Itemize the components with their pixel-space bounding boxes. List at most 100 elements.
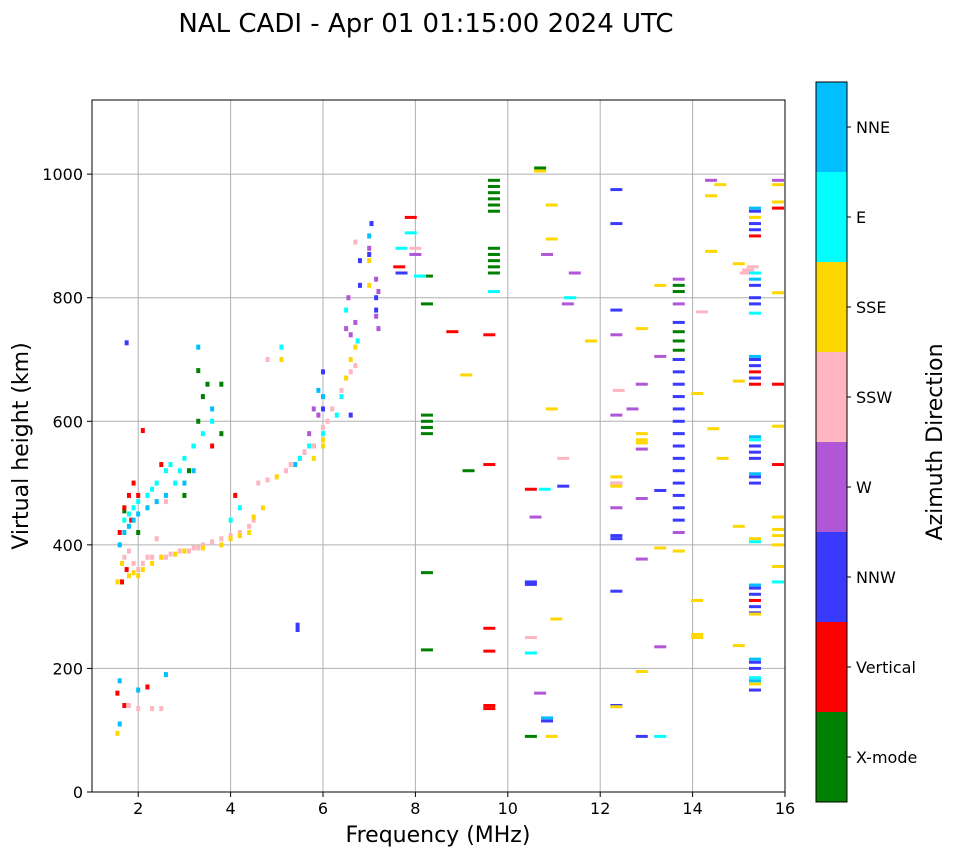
echo-point-nnw	[672, 506, 685, 510]
y-tick-label: 800	[52, 289, 83, 308]
echo-point-nne	[136, 511, 141, 517]
echo-point-sse	[200, 545, 205, 551]
echo-point-e	[163, 468, 168, 474]
echo-point-ssw	[210, 539, 215, 545]
echo-point-vertical	[483, 626, 496, 630]
echo-point-ssw	[237, 530, 242, 535]
echo-point-sse	[772, 424, 785, 428]
echo-point-ssw	[122, 554, 127, 560]
echo-point-e	[748, 311, 761, 315]
echo-point-ssw	[612, 388, 625, 392]
echo-point-nnw	[367, 251, 372, 257]
echo-point-nnw	[672, 370, 685, 374]
echo-point-nnw	[748, 688, 761, 692]
echo-point-ssw	[409, 246, 422, 250]
echo-point-sse	[584, 339, 597, 343]
echo-point-x-mode	[196, 418, 201, 424]
echo-point-sse	[654, 546, 667, 550]
echo-point-nnw	[748, 376, 761, 380]
echo-point-w	[635, 382, 648, 386]
echo-point-sse	[705, 249, 718, 253]
echo-point-sse	[691, 632, 704, 636]
echo-point-sse	[772, 515, 785, 519]
echo-point-vertical	[483, 333, 496, 337]
echo-point-x-mode	[420, 432, 433, 436]
echo-point-e	[355, 338, 360, 344]
echo-point-sse	[247, 530, 252, 535]
echo-point-sse	[635, 327, 648, 331]
data-points	[115, 166, 785, 738]
echo-point-e	[122, 517, 127, 523]
echo-point-nnw	[610, 222, 623, 226]
echo-point-nnw	[321, 369, 325, 375]
echo-point-nnw	[124, 340, 129, 346]
echo-point-sse	[732, 524, 745, 528]
echo-point-e	[334, 412, 339, 418]
echo-point-e	[564, 296, 577, 300]
echo-point-sse	[610, 705, 623, 709]
echo-point-sse	[610, 484, 623, 488]
echo-point-sse	[120, 560, 125, 566]
echo-point-sse	[691, 598, 704, 602]
x-tick-label: 12	[590, 799, 610, 818]
echo-point-sse	[654, 283, 667, 287]
echo-point-x-mode	[420, 648, 433, 652]
echo-point-nnw	[748, 222, 761, 226]
echo-point-sse	[705, 194, 718, 198]
echo-point-vertical	[129, 517, 134, 523]
echo-point-sse	[348, 357, 353, 362]
echo-point-sse	[353, 344, 358, 350]
echo-point-e	[748, 676, 761, 680]
echo-point-ssw	[302, 449, 307, 455]
echo-point-sse	[748, 537, 761, 541]
echo-point-nnw	[748, 302, 761, 306]
echo-point-sse	[545, 734, 558, 738]
colorbar-label-ssw: SSW	[856, 388, 892, 407]
echo-point-e	[321, 431, 325, 437]
echo-point-w	[374, 276, 379, 282]
echo-point-sse	[635, 438, 648, 442]
echo-point-e	[395, 246, 408, 250]
echo-point-ssw	[154, 536, 159, 542]
echo-point-nnw	[672, 419, 685, 423]
echo-point-nnw	[524, 580, 537, 584]
echo-point-nne	[163, 672, 168, 678]
echo-point-nne	[293, 462, 298, 468]
echo-point-nnw	[557, 484, 570, 488]
echo-point-sse	[131, 570, 136, 576]
echo-point-ssw	[325, 418, 330, 424]
echo-point-x-mode	[200, 394, 205, 400]
echo-point-nnw	[748, 475, 761, 479]
echo-point-w	[534, 691, 547, 695]
grid	[92, 100, 786, 793]
echo-point-sse	[545, 237, 558, 241]
echo-point-sse	[772, 543, 785, 547]
echo-point-nne	[541, 716, 554, 720]
echo-point-ssw	[265, 477, 270, 483]
echo-point-ssw	[163, 499, 168, 505]
echo-point-ssw	[228, 533, 233, 539]
echo-point-sse	[182, 548, 187, 554]
echo-point-x-mode	[122, 508, 127, 514]
echo-point-sse	[367, 258, 372, 264]
echo-point-w	[654, 354, 667, 358]
colorbar-swatch-vertical	[816, 622, 847, 712]
echo-point-nne	[748, 583, 761, 587]
echo-point-ssw	[311, 443, 316, 449]
echo-point-x-mode	[420, 274, 433, 278]
echo-point-nne	[126, 523, 131, 529]
echo-point-vertical	[120, 579, 125, 585]
echo-point-e	[228, 517, 233, 523]
echo-point-x-mode	[182, 492, 187, 498]
echo-point-vertical	[772, 206, 785, 210]
echo-point-x-mode	[487, 265, 500, 269]
echo-point-vertical	[748, 382, 761, 386]
echo-point-sse	[115, 579, 120, 585]
echo-point-vertical	[131, 480, 136, 486]
echo-point-w	[654, 645, 667, 649]
echo-point-sse	[367, 282, 372, 288]
x-tick-label: 8	[410, 799, 420, 818]
echo-point-ssw	[159, 706, 164, 712]
colorbar-swatch-nne	[816, 82, 847, 172]
echo-point-ssw	[256, 480, 261, 486]
